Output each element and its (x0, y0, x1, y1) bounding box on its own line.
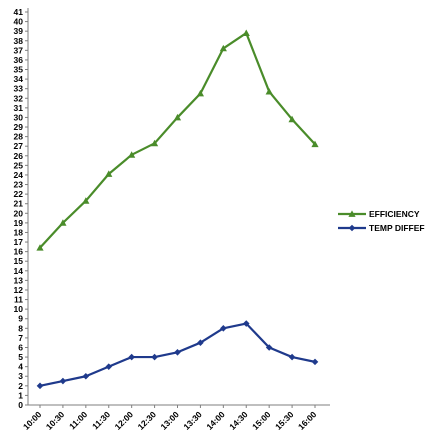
legend: EFFICIENCY TEMP DIFFEF (338, 209, 425, 233)
data-point-efficiency (219, 44, 227, 52)
y-tick-label: 28 (14, 132, 24, 142)
data-point-temp-diffef (288, 353, 296, 361)
legend-marker-temp-diffef (348, 224, 356, 232)
x-tick-label: 14:00 (204, 409, 227, 432)
data-point-temp-diffef (151, 353, 158, 361)
y-tick-label: 17 (14, 237, 24, 247)
data-point-temp-diffef (220, 325, 227, 332)
x-tick-label: 10:30 (44, 409, 67, 432)
data-point-efficiency (311, 140, 319, 148)
data-point-temp-diffef (36, 382, 44, 390)
data-point-efficiency (82, 197, 90, 204)
y-tick-label: 36 (14, 55, 24, 65)
data-point-efficiency (265, 87, 273, 95)
y-tick-label: 23 (14, 180, 24, 190)
data-point-efficiency (150, 139, 159, 147)
legend-label-temp-diffef: TEMP DIFFEF (369, 223, 425, 233)
y-tick-label: 0 (18, 400, 23, 410)
series-line-efficiency (39, 31, 316, 249)
data-point-efficiency (173, 113, 182, 121)
data-point-efficiency (288, 115, 296, 123)
y-tick-label: 33 (14, 84, 24, 94)
data-point-efficiency (36, 244, 44, 251)
y-tick-label: 21 (14, 199, 24, 209)
y-tick-label: 41 (14, 7, 24, 17)
x-tick-label: 14:30 (227, 409, 250, 432)
y-tick-label: 26 (14, 151, 24, 161)
y-tick-label: 39 (14, 26, 24, 36)
plot-area: 0123456789101112131415161718192021222324… (14, 7, 330, 432)
y-tick-label: 25 (14, 160, 24, 170)
y-tick-label: 14 (14, 266, 24, 276)
y-tick-label: 27 (14, 141, 24, 151)
y-tick-label: 19 (14, 218, 24, 228)
y-tick-label: 22 (14, 189, 24, 199)
data-point-efficiency (196, 89, 205, 97)
x-tick-label: 10:00 (21, 409, 44, 432)
y-tick-label: 6 (18, 342, 23, 352)
y-tick-label: 15 (14, 256, 24, 266)
data-point-temp-diffef (128, 353, 135, 361)
data-point-temp-diffef (197, 339, 204, 346)
x-tick-label: 16:00 (296, 409, 319, 432)
y-tick-label: 2 (18, 381, 23, 391)
y-tick-label: 35 (14, 65, 24, 75)
y-tick-label: 30 (14, 112, 24, 122)
y-tick-label: 38 (14, 36, 24, 46)
y-tick-label: 1 (18, 390, 23, 400)
y-tick-label: 34 (14, 74, 24, 84)
y-tick-label: 16 (14, 247, 24, 257)
y-tick-label: 32 (14, 93, 24, 103)
y-tick-label: 12 (14, 285, 24, 295)
data-point-efficiency (242, 29, 250, 36)
x-tick-label: 13:30 (181, 409, 204, 432)
data-point-temp-diffef (265, 344, 273, 351)
data-point-temp-diffef (174, 348, 181, 356)
legend-marker-efficiency (348, 210, 356, 217)
y-tick-label: 9 (18, 314, 23, 324)
data-point-temp-diffef (59, 377, 67, 385)
y-tick-label: 4 (18, 362, 23, 372)
data-point-efficiency (59, 219, 67, 226)
x-tick-label: 15:00 (250, 409, 273, 432)
data-point-temp-diffef (82, 372, 90, 380)
series-temp-diffef (36, 320, 319, 390)
y-tick-label: 8 (18, 323, 23, 333)
data-point-efficiency (105, 170, 113, 177)
y-tick-label: 3 (18, 371, 23, 381)
y-tick-label: 31 (14, 103, 24, 113)
y-tick-label: 11 (14, 295, 23, 305)
data-point-efficiency (128, 151, 136, 158)
y-tick-label: 29 (14, 122, 24, 132)
data-point-temp-diffef (311, 358, 319, 366)
x-tick-label: 15:30 (273, 409, 296, 432)
y-tick-label: 7 (18, 333, 23, 343)
x-tick-label: 12:30 (136, 409, 159, 432)
y-tick-label: 13 (14, 275, 24, 285)
y-tick-label: 5 (18, 352, 23, 362)
series-efficiency (36, 29, 319, 251)
x-tick-label: 11:30 (90, 409, 112, 431)
data-point-temp-diffef (242, 320, 250, 327)
y-tick-label: 24 (14, 170, 24, 180)
data-point-temp-diffef (105, 363, 113, 370)
x-tick-label: 12:00 (113, 409, 136, 432)
y-tick-label: 20 (14, 208, 24, 218)
y-tick-label: 40 (14, 17, 24, 27)
y-tick-label: 18 (14, 227, 24, 237)
y-tick-label: 37 (14, 45, 24, 55)
y-tick-label: 10 (14, 304, 24, 314)
x-tick-label: 11:00 (67, 409, 89, 431)
legend-label-efficiency: EFFICIENCY (369, 209, 420, 219)
x-tick-label: 13:00 (158, 409, 181, 432)
